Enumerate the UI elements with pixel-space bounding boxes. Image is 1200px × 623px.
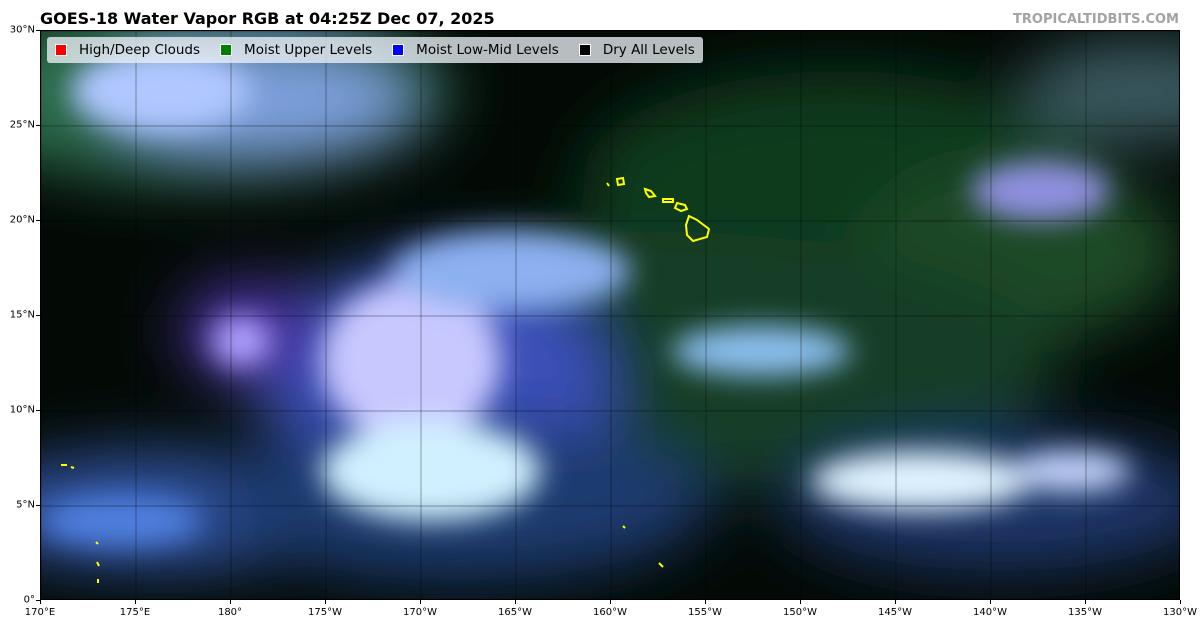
lat-tick-label: 15°N: [9, 309, 35, 321]
legend-item: Moist Upper Levels: [220, 42, 372, 58]
legend-label: Moist Low-Mid Levels: [416, 42, 559, 58]
coastlines: [61, 176, 711, 583]
lat-tick-label: 5°N: [16, 499, 35, 511]
lon-tick-mark: [705, 600, 706, 604]
island-molokai: [662, 198, 674, 203]
lon-tick-label: 150°W: [783, 607, 817, 618]
island-maui: [673, 201, 689, 213]
legend: High/Deep Clouds Moist Upper Levels Moist …: [47, 37, 703, 63]
lat-tick-label: 10°N: [9, 404, 35, 416]
legend-swatch: [578, 44, 591, 56]
legend-label: Dry All Levels: [602, 42, 695, 58]
lat-tick-label: 25°N: [9, 119, 35, 131]
island-hawaii: [684, 214, 711, 243]
lon-tick-label: 135°W: [1068, 607, 1102, 618]
lon-tick-mark: [325, 600, 326, 604]
lat-tick-mark: [36, 125, 40, 126]
lon-tick-mark: [420, 600, 421, 604]
map-title: GOES-18 Water Vapor RGB at 04:25Z Dec 07…: [40, 9, 495, 28]
lat-tick-mark: [36, 600, 40, 601]
lon-tick-label: 175°E: [119, 607, 151, 618]
lon-tick-mark: [800, 600, 801, 604]
lat-tick-label: 0°: [23, 594, 35, 606]
legend-label: Moist Upper Levels: [244, 42, 373, 58]
legend-swatch: [55, 44, 67, 56]
lon-tick-mark: [40, 600, 41, 604]
lon-tick-label: 180°: [217, 607, 243, 618]
water-vapor-imagery: [41, 31, 1179, 599]
lon-tick-label: 170°W: [403, 607, 437, 618]
legend-swatch: [392, 44, 405, 56]
island-niihau: [606, 182, 610, 187]
lon-tick-mark: [610, 600, 611, 604]
lat-tick-mark: [36, 315, 40, 316]
legend-label: High/Deep Clouds: [79, 42, 201, 58]
lat-tick-mark: [36, 505, 40, 506]
island-oahu: [643, 187, 657, 199]
island-kauai: [615, 176, 626, 187]
lon-tick-label: 145°W: [878, 607, 912, 618]
legend-swatch: [220, 44, 233, 56]
lon-tick-mark: [230, 600, 231, 604]
lon-tick-label: 175°W: [308, 607, 342, 618]
lat-tick-mark: [36, 410, 40, 411]
lat-tick-label: 20°N: [9, 214, 35, 226]
lon-tick-label: 130°W: [1163, 607, 1197, 618]
island-kwajalein: [61, 464, 75, 469]
lon-tick-mark: [1180, 600, 1181, 604]
lon-tick-label: 170°E: [24, 607, 56, 618]
watermark: TROPICALTIDBITS.COM: [1013, 12, 1179, 27]
island-south-atolls: [95, 525, 664, 583]
lat-tick-label: 30°N: [9, 24, 35, 36]
legend-item: Moist Low-Mid Levels: [392, 42, 559, 58]
legend-item: High/Deep Clouds: [55, 42, 200, 58]
graticule: [41, 31, 1179, 599]
lon-tick-mark: [990, 600, 991, 604]
lon-tick-label: 165°W: [498, 607, 532, 618]
lon-tick-label: 160°W: [593, 607, 627, 618]
lat-tick-mark: [36, 30, 40, 31]
lon-tick-mark: [135, 600, 136, 604]
lon-tick-label: 140°W: [973, 607, 1007, 618]
lon-tick-mark: [895, 600, 896, 604]
lon-tick-label: 155°W: [688, 607, 722, 618]
lon-tick-mark: [1085, 600, 1086, 604]
lat-tick-mark: [36, 220, 40, 221]
satellite-map: [40, 30, 1180, 600]
lon-tick-mark: [515, 600, 516, 604]
legend-item: Dry All Levels: [578, 42, 695, 58]
